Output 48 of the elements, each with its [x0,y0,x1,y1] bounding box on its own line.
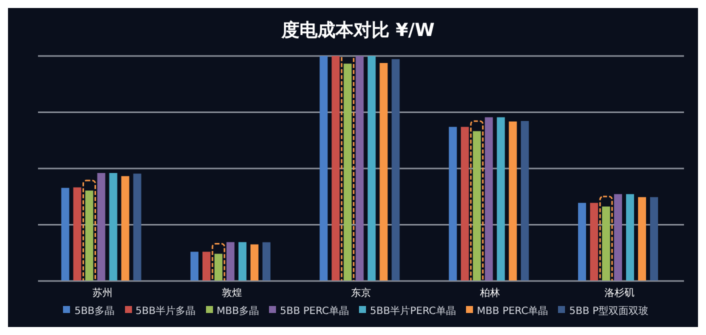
bar [61,188,70,281]
bar [578,202,586,281]
bar [262,242,270,281]
x-tick-label: 洛杉矶 [604,287,634,300]
bar [460,126,469,281]
bar [650,197,658,281]
bar [121,176,130,281]
bar [344,64,352,281]
legend-label: MBB多晶 [216,306,259,317]
legend-label: 5BB半片PERC单晶 [370,306,456,317]
bar [356,56,364,281]
bar [614,194,622,281]
bar [332,56,340,281]
x-tick-label: 苏州 [92,287,113,300]
bar [368,56,376,281]
chart-title: 度电成本对比 ¥/W [281,20,435,41]
bar [133,174,142,281]
x-tick-label: 东京 [351,287,371,300]
bar [380,62,388,281]
legend-label: 5BB P型双面双玻 [569,306,649,317]
x-tick-label: 柏林 [479,287,500,300]
bar [472,131,481,281]
bar [602,206,610,281]
bar [202,252,210,281]
bar [590,202,598,281]
bar [626,194,634,281]
bar [226,242,234,281]
bar [85,190,94,281]
bar [392,59,400,281]
bar [448,126,457,281]
bar [190,252,198,281]
bar [484,117,493,281]
legend-label: 5BB多晶 [74,306,115,317]
bar [496,117,505,281]
legend-label: MBB PERC单晶 [476,306,548,317]
bar [638,197,646,281]
bar [238,242,246,281]
bar [320,56,328,281]
x-tick-label: 敦煌 [222,287,242,300]
bar [508,121,517,281]
bar [520,121,529,281]
bar [214,254,222,281]
bar [109,173,118,281]
legend-label: 5BB PERC单晶 [280,306,350,317]
legend-label: 5BB半片多晶 [136,306,196,317]
bar [73,187,82,281]
bar [97,173,106,281]
bar [250,244,258,281]
